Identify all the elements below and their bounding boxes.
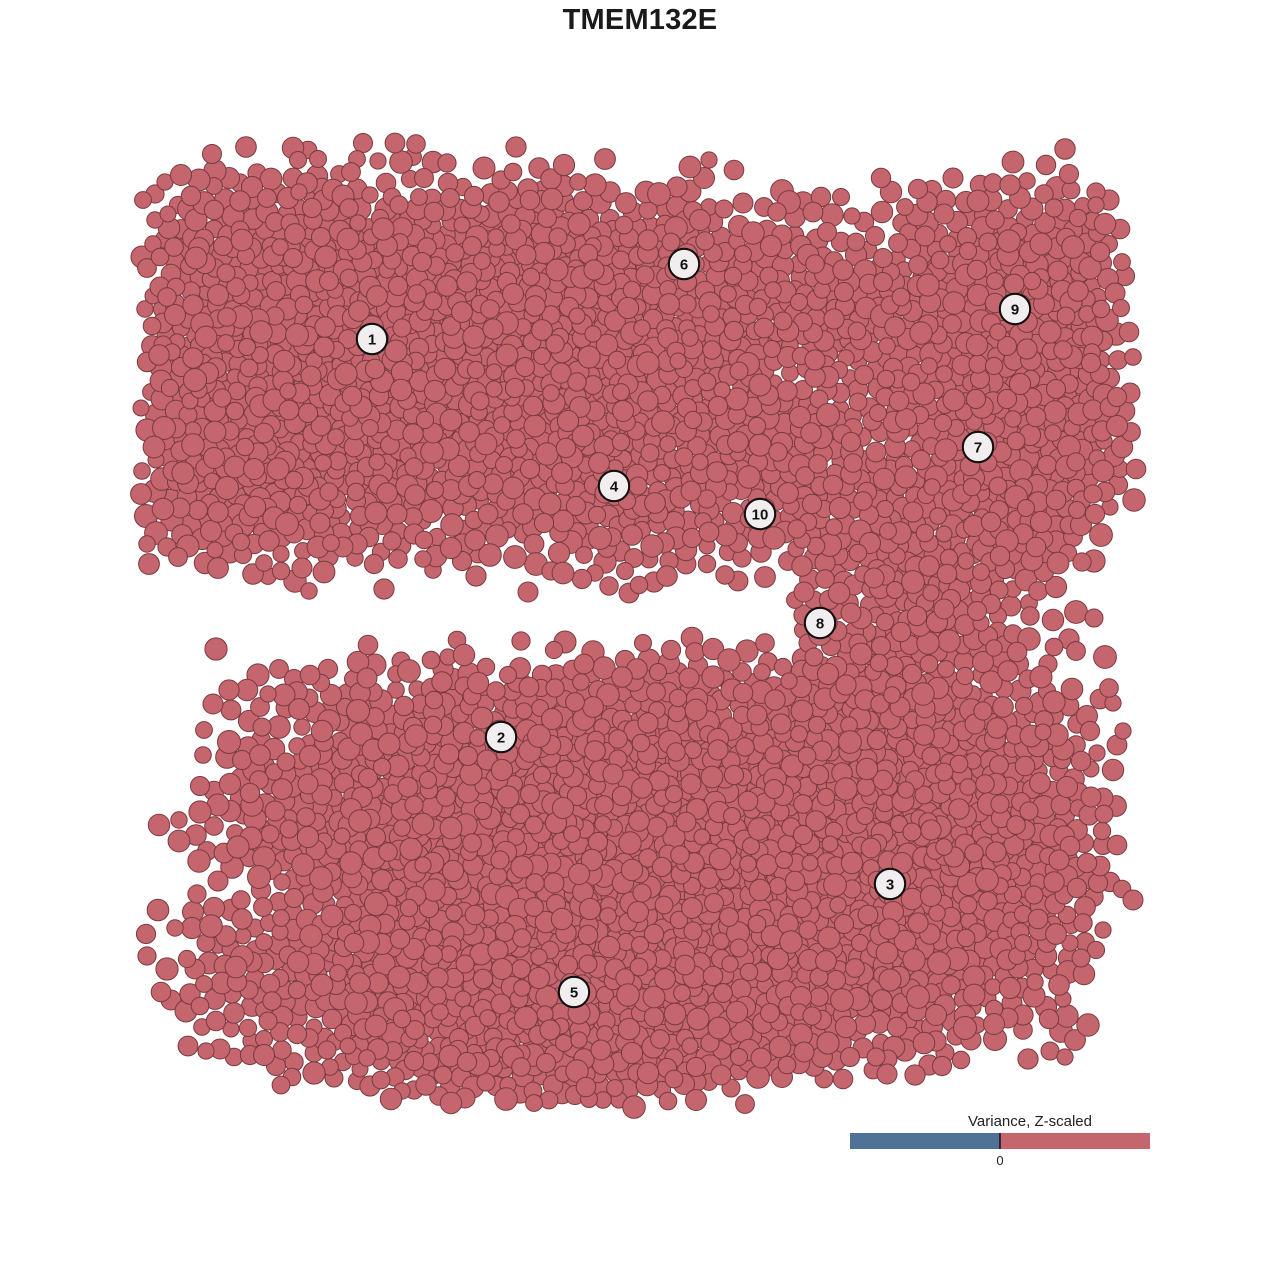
svg-text:1: 1 (368, 332, 376, 349)
svg-text:2: 2 (497, 730, 505, 747)
